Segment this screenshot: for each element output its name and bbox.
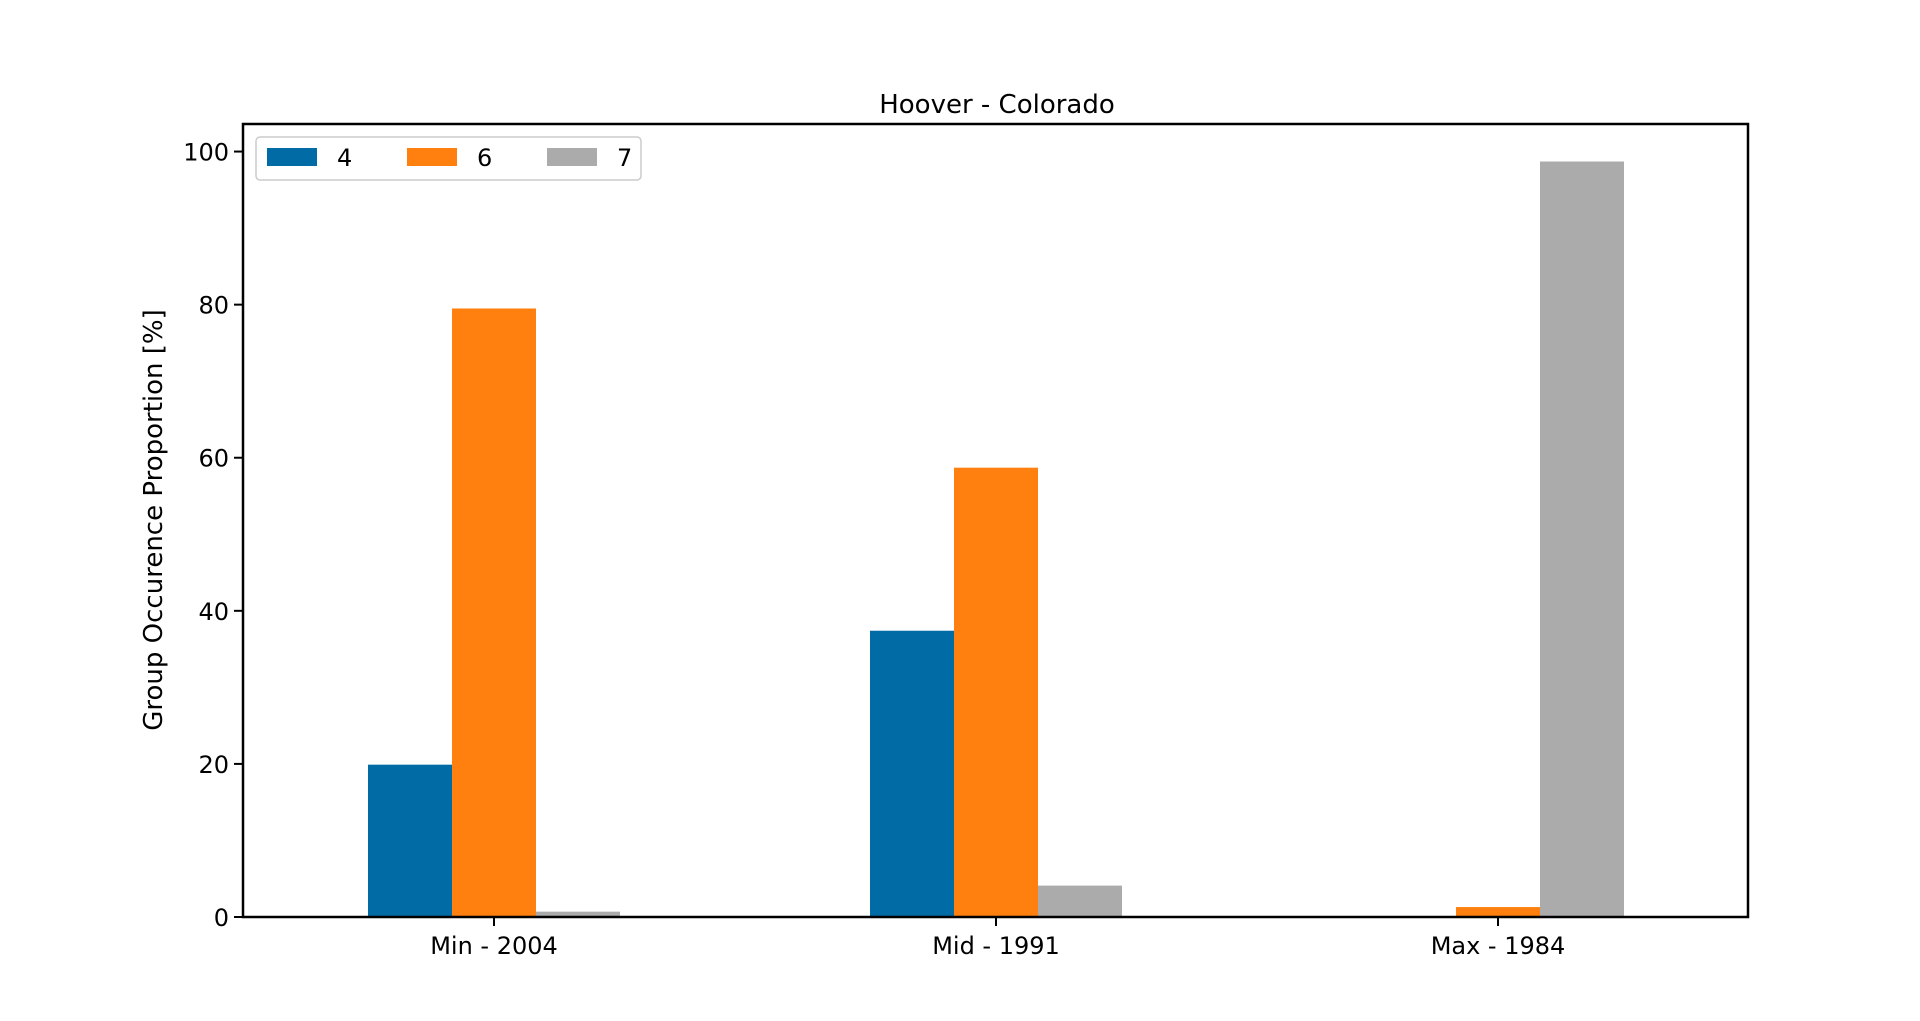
bar-series-4-1 <box>870 630 954 917</box>
y-axis: 0 20 40 60 80 100 <box>183 139 243 932</box>
y-tick-label: 40 <box>198 598 229 626</box>
bar-series-7-0 <box>536 911 620 917</box>
legend-label-7: 7 <box>617 144 632 172</box>
chart-title: Hoover - Colorado <box>879 90 1115 120</box>
plot-frame <box>241 122 1750 919</box>
bar-series-7-2 <box>1540 161 1624 917</box>
legend-swatch-4 <box>267 148 317 166</box>
legend-swatch-6 <box>407 148 457 166</box>
bars-layer <box>368 161 1624 917</box>
x-tick-label: Mid - 1991 <box>932 932 1060 960</box>
bar-series-6-2 <box>1456 907 1540 917</box>
legend-label-6: 6 <box>477 144 492 172</box>
y-tick-label: 0 <box>214 904 229 932</box>
y-tick-label: 60 <box>198 445 229 473</box>
y-axis-label: Group Occurence Proportion [%] <box>139 309 169 731</box>
bar-series-6-1 <box>954 467 1038 917</box>
bar-series-6-0 <box>452 308 536 917</box>
legend: 4 6 7 <box>255 136 642 181</box>
bar-series-4-0 <box>368 764 452 917</box>
bar-series-7-1 <box>1038 885 1122 917</box>
x-axis: Min - 2004 Mid - 1991 Max - 1984 <box>430 917 1565 960</box>
y-tick-label: 80 <box>198 292 229 320</box>
legend-swatch-7 <box>547 148 597 166</box>
x-tick-label: Max - 1984 <box>1431 932 1566 960</box>
y-tick-label: 20 <box>198 751 229 779</box>
y-tick-label: 100 <box>183 139 229 167</box>
x-tick-label: Min - 2004 <box>430 932 558 960</box>
legend-label-4: 4 <box>337 144 352 172</box>
